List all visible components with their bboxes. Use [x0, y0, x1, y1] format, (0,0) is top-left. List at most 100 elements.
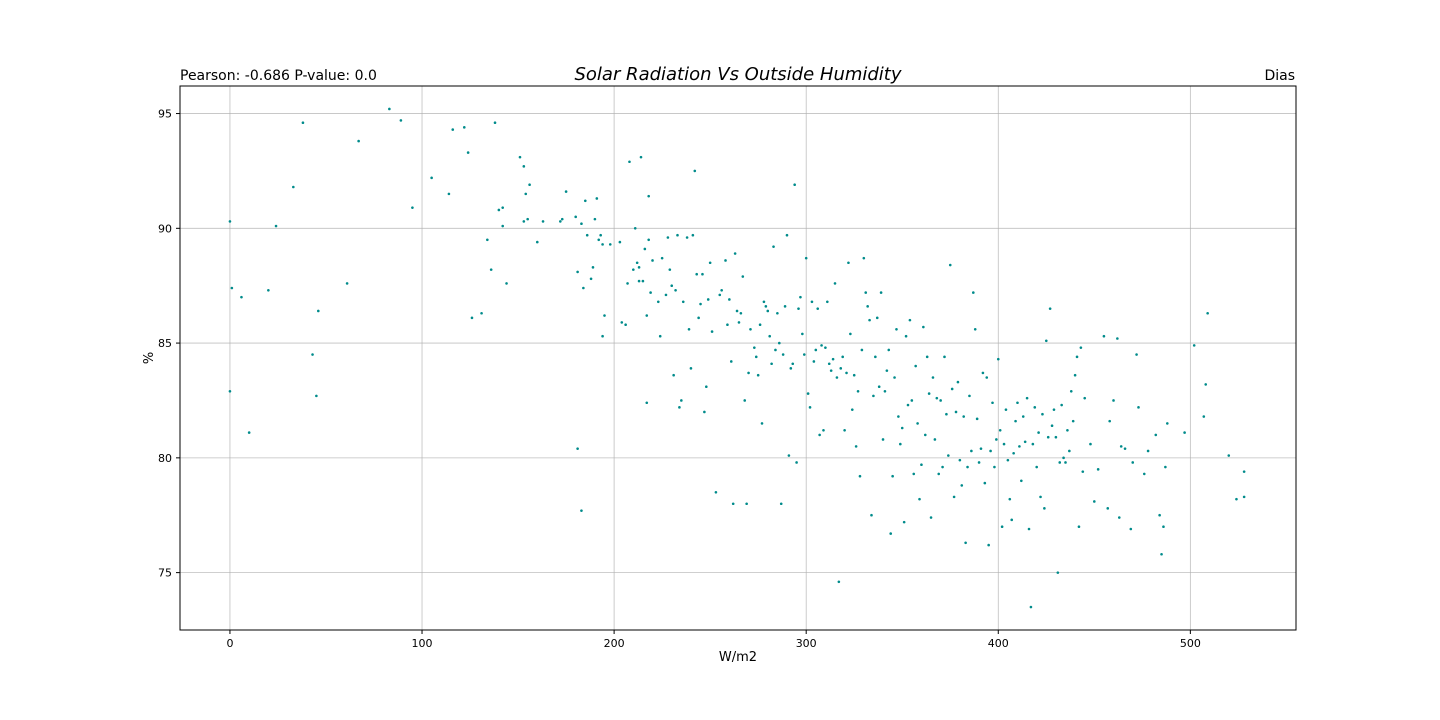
scatter-point	[975, 417, 979, 421]
scatter-point	[1204, 383, 1208, 386]
scatter-point	[1106, 507, 1110, 510]
scatter-point	[753, 346, 756, 349]
scatter-point	[783, 305, 787, 308]
scatter-point	[870, 513, 873, 517]
scatter-point	[574, 215, 577, 219]
scatter-point	[737, 321, 741, 324]
scatter-point	[814, 348, 818, 352]
scatter-point	[705, 385, 708, 388]
scatter-point	[1054, 435, 1058, 439]
scatter-point	[641, 279, 645, 283]
scatter-point	[626, 282, 629, 285]
chart-title: Solar Radiation Vs Outside Humidity	[574, 64, 901, 85]
scatter-point	[954, 410, 958, 414]
scatter-point	[728, 298, 731, 301]
scatter-point	[993, 465, 996, 469]
scatter-point	[660, 256, 664, 260]
scatter-point	[1116, 337, 1119, 340]
scatter-point	[599, 233, 602, 237]
scatter-point	[835, 376, 839, 379]
scatter-point	[881, 438, 885, 441]
scatter-point	[874, 355, 877, 359]
scatter-point	[1010, 518, 1014, 522]
scatter-point	[1166, 422, 1169, 425]
scatter-point	[603, 314, 606, 317]
scatter-point	[939, 399, 942, 402]
scatter-point	[1077, 525, 1081, 529]
scatter-point	[895, 328, 898, 331]
scatter-point	[1002, 442, 1006, 446]
scatter-point	[910, 399, 914, 402]
scatter-point	[985, 376, 989, 379]
scatter-point	[1081, 470, 1085, 473]
scatter-point	[1227, 454, 1231, 457]
scatter-point	[724, 259, 727, 262]
scatter-point	[897, 415, 900, 418]
scatter-point	[1242, 470, 1246, 473]
scatter-point	[1029, 605, 1033, 609]
scatter-point	[837, 580, 841, 584]
scatter-point	[608, 243, 612, 246]
scatter-point	[691, 233, 695, 237]
x-tick-label: 300	[796, 637, 817, 650]
scatter-point	[858, 474, 862, 478]
scatter-point	[501, 206, 504, 209]
scatter-point	[937, 472, 941, 476]
scatter-point	[1023, 440, 1027, 444]
y-tick-label: 85	[158, 337, 172, 350]
scatter-point	[877, 385, 881, 388]
scatter-point	[706, 298, 710, 301]
scatter-point	[923, 433, 927, 437]
scatter-point	[466, 151, 470, 154]
scatter-point	[1016, 401, 1019, 405]
scatter-point	[893, 376, 896, 379]
scatter-point	[685, 236, 689, 239]
scatter-point	[793, 183, 796, 187]
scatter-point	[676, 233, 679, 237]
scatter-point	[1242, 495, 1246, 499]
scatter-point	[720, 288, 723, 292]
scatter-point	[875, 316, 879, 320]
scatter-point	[1129, 527, 1133, 531]
scatter-point	[791, 362, 795, 366]
scatter-point	[505, 282, 508, 285]
scatter-point	[643, 247, 647, 251]
scatter-point	[1031, 442, 1035, 446]
scatter-point	[739, 311, 743, 315]
scatter-point	[801, 332, 804, 336]
scatter-point	[559, 220, 562, 223]
scatter-point	[1052, 408, 1056, 411]
scatter-point	[274, 224, 278, 228]
scatter-point	[799, 295, 802, 299]
scatter-point	[267, 288, 270, 292]
scatter-point	[678, 406, 681, 409]
scatter-point	[228, 389, 232, 393]
plot-area-frame	[179, 85, 1297, 631]
scatter-point	[1000, 525, 1004, 529]
scatter-point	[637, 279, 641, 283]
scatter-point	[1060, 403, 1063, 407]
x-tick-label: 0	[226, 637, 233, 650]
scatter-point	[883, 389, 887, 393]
scatter-point	[1083, 396, 1087, 400]
scatter-point	[462, 126, 466, 129]
scatter-point	[718, 293, 722, 297]
scatter-point	[1069, 389, 1073, 393]
scatter-point	[726, 323, 729, 327]
scatter-point	[480, 311, 483, 315]
scatter-point	[772, 245, 775, 248]
scatter-point	[899, 442, 902, 446]
scatter-point	[795, 461, 798, 464]
scatter-point	[1043, 507, 1046, 510]
scatter-point	[645, 314, 649, 317]
scatter-point	[1096, 468, 1100, 471]
scatter-point	[833, 282, 837, 285]
scatter-point	[904, 334, 908, 338]
scatter-point	[240, 295, 243, 299]
scatter-point	[228, 220, 232, 223]
scatter-point	[885, 369, 889, 372]
scatter-point	[597, 238, 601, 242]
scatter-point	[315, 394, 318, 398]
scatter-point	[781, 353, 785, 356]
scatter-point	[1044, 339, 1048, 343]
